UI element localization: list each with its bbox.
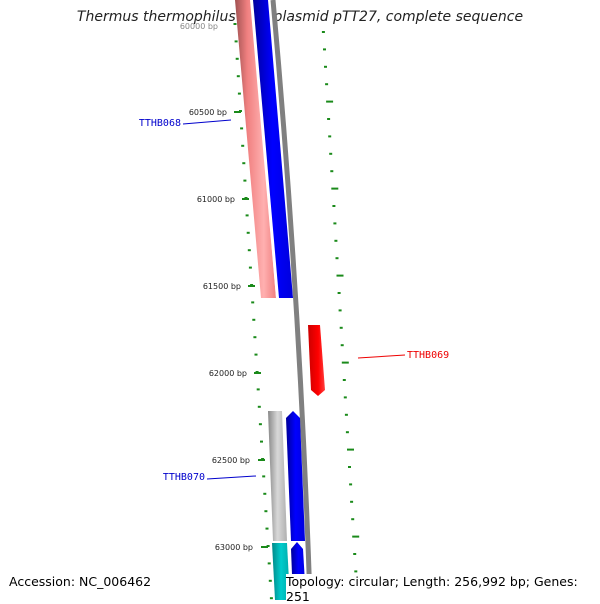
gene-name: TTHB069 <box>407 350 449 361</box>
gene-tthb070-feature <box>268 411 287 541</box>
topology-text: Topology: circular; Length: 256,992 bp; … <box>286 574 600 604</box>
scale-ticks-right <box>321 31 360 590</box>
tick-label: 61500 bp <box>203 282 241 291</box>
tick-61500: 61500 bp <box>203 282 255 291</box>
tick-label-partial: 60000 bp <box>180 22 218 31</box>
gene-label-tthb070[interactable]: TTHB070 <box>163 472 257 483</box>
tick-label: 62500 bp <box>212 456 250 465</box>
tick-label: 62000 bp <box>209 369 247 378</box>
tick-label: 60500 bp <box>189 108 227 117</box>
gene-cyan-feature <box>272 543 290 600</box>
tick-60500: 60500 bp <box>189 108 241 117</box>
gene-name: TTHB070 <box>163 472 205 483</box>
accession-text: Accession: NC_006462 <box>9 574 152 589</box>
map-title: Thermus thermophilus HB8 plasmid pTT27, … <box>76 9 524 25</box>
scale-ticks-left <box>233 23 273 600</box>
sequence-backbone <box>270 0 313 600</box>
gene-name: TTHB068 <box>139 118 181 129</box>
tick-62500: 62500 bp <box>212 456 265 465</box>
tick-62000: 62000 bp <box>209 369 261 378</box>
gene-label-tthb069[interactable]: TTHB069 <box>357 350 449 361</box>
cds-forward-top <box>252 0 293 298</box>
feature-separator <box>250 0 279 298</box>
tick-label: 61000 bp <box>197 195 235 204</box>
tick-63000: 63000 bp <box>215 543 268 552</box>
tick-61000: 61000 bp <box>197 195 249 204</box>
gene-tthb069-feature <box>308 325 325 396</box>
cds-forward-bottom <box>286 411 305 541</box>
tick-label: 63000 bp <box>215 543 253 552</box>
gene-label-tthb068[interactable]: TTHB068 <box>139 118 232 129</box>
gene-tthb068-feature <box>235 0 276 298</box>
